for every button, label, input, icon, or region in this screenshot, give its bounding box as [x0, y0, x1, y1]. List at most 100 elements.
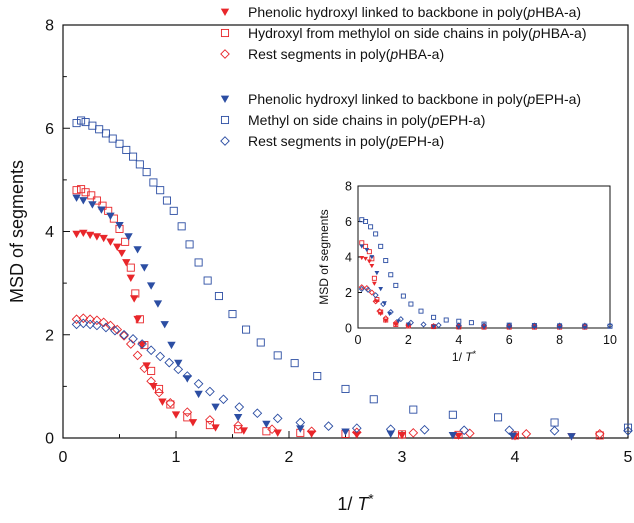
data-point [371, 275, 377, 281]
legend-label: Methyl on side chains in poly(pEPH-a) [248, 112, 485, 128]
data-point [92, 315, 102, 326]
series [72, 116, 633, 432]
legend-item: Hydroxyl from methylol on side chains in… [220, 25, 586, 41]
y-tick-label: 6 [45, 121, 54, 138]
data-point [121, 237, 130, 246]
data-point [454, 432, 463, 440]
data-point [171, 411, 181, 419]
data-point [290, 359, 299, 368]
data-point [387, 308, 394, 316]
data-point [468, 320, 474, 326]
legend-item: Phenolic hydroxyl linked to backbone in … [220, 91, 581, 107]
data-point [113, 243, 122, 251]
data-point [380, 301, 387, 308]
data-point [369, 255, 375, 260]
data-point [419, 424, 430, 435]
data-point [234, 425, 243, 434]
data-point [372, 292, 379, 299]
data-point [133, 315, 142, 324]
data-point [549, 425, 560, 436]
data-point [359, 244, 365, 249]
data-point [481, 321, 487, 327]
data-point [388, 272, 394, 278]
data-point [218, 394, 229, 405]
data-point [267, 424, 277, 435]
x-tick-label: 1 [172, 449, 181, 466]
data-point [72, 119, 81, 128]
data-point [77, 116, 86, 125]
data-point [174, 359, 183, 368]
data-point [623, 423, 633, 432]
data-point [164, 357, 175, 368]
x-tick-label: 5 [624, 449, 633, 466]
inset-plot: 0 2 4 6 8 10 0 2 4 6 8 MSD of segments 1/ T* [317, 179, 617, 364]
data-point [306, 426, 317, 437]
data-point [126, 263, 135, 272]
data-point [133, 246, 142, 254]
data-point [420, 321, 427, 328]
y-tick-label: 8 [345, 179, 352, 193]
data-point [531, 322, 538, 329]
data-point [154, 387, 164, 398]
data-point [393, 282, 399, 288]
data-point [78, 318, 89, 329]
data-point [386, 430, 395, 438]
data-point [383, 317, 389, 323]
data-point [408, 301, 414, 307]
data-point [506, 322, 513, 329]
data-point [296, 425, 305, 433]
data-point [99, 234, 108, 243]
data-point [341, 384, 350, 393]
data-point [295, 417, 306, 428]
data-point [126, 274, 135, 282]
data-point [85, 319, 95, 330]
data-point [378, 243, 384, 249]
data-point [373, 231, 379, 237]
data-point [323, 421, 334, 431]
data-point [397, 430, 407, 439]
x-tick-label: 3 [398, 449, 407, 466]
data-point [122, 145, 131, 154]
main-plot: 0 1 2 3 4 5 0 2 4 6 8 MSD of segments 1/ T* [7, 18, 633, 514]
data-point [162, 196, 171, 205]
data-point [119, 329, 129, 340]
data-point [352, 431, 361, 439]
data-point [72, 230, 81, 239]
data-point [256, 338, 265, 347]
data-point [147, 366, 156, 375]
data-point [98, 317, 109, 328]
data-point [165, 398, 176, 408]
data-point [158, 398, 167, 406]
data-point [368, 224, 374, 230]
data-point [79, 197, 88, 205]
data-point [220, 8, 230, 16]
x-tick-label: 10 [603, 333, 617, 347]
data-point [185, 240, 194, 249]
x-tick-label: 0 [355, 333, 362, 347]
data-point [521, 429, 532, 439]
data-point [443, 317, 449, 323]
data-point [205, 386, 215, 397]
data-point [92, 320, 102, 331]
data-point [149, 178, 158, 187]
data-point [128, 334, 138, 344]
data-point [124, 233, 133, 241]
data-point [407, 319, 414, 326]
data-point [183, 413, 192, 422]
data-point [72, 194, 81, 202]
data-point [364, 247, 370, 253]
data-point [160, 321, 169, 329]
data-point [135, 315, 144, 324]
data-point [85, 314, 95, 325]
data-point [595, 431, 604, 440]
data-point [205, 421, 214, 430]
data-point [140, 264, 149, 272]
data-point [313, 372, 322, 381]
plot-frame [357, 185, 611, 329]
data-point [220, 95, 230, 103]
data-point [182, 407, 193, 418]
data-point [115, 139, 124, 148]
data-point [228, 310, 237, 319]
data-point [385, 424, 396, 435]
data-point [459, 425, 469, 436]
